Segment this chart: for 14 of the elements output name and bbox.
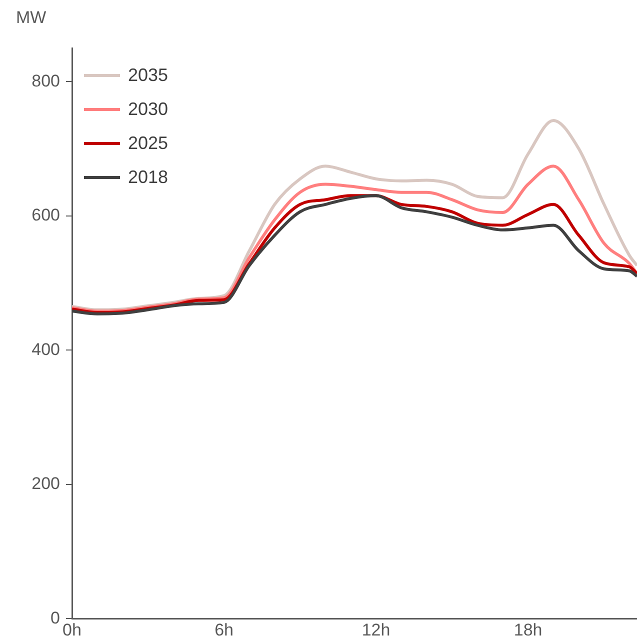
- y-tick-label: 600: [32, 206, 60, 225]
- x-tick-label: 0h: [62, 620, 82, 640]
- y-tick-label: 400: [32, 340, 60, 359]
- y-axis-title: MW: [16, 8, 46, 28]
- legend-label: 2018: [128, 166, 168, 188]
- legend-label: 2025: [128, 132, 168, 154]
- legend-label: 2035: [128, 64, 168, 86]
- y-tick-label: 200: [32, 474, 60, 494]
- y-tick-label: 0: [50, 608, 60, 628]
- x-tick-label: 12h: [362, 620, 390, 640]
- legend-label: 2030: [128, 98, 168, 120]
- x-tick-label: 6h: [214, 620, 234, 640]
- y-tick-label: 800: [32, 71, 60, 90]
- x-tick-label: 18h: [514, 620, 542, 640]
